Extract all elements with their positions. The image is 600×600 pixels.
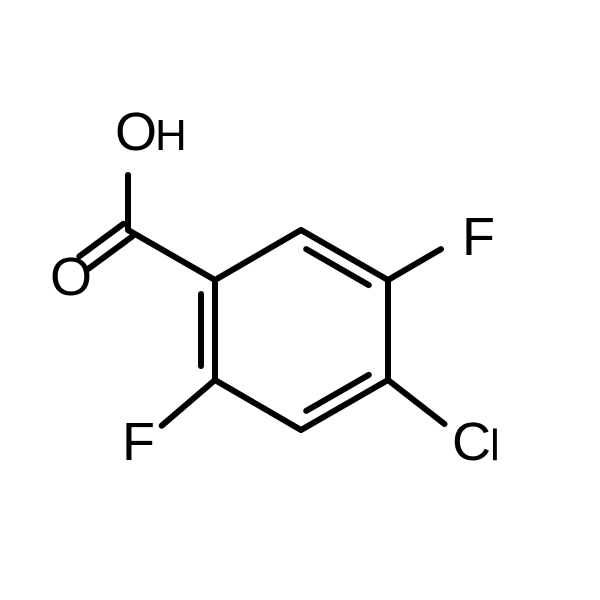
bond xyxy=(306,249,369,285)
atom-label-Cl4b: l xyxy=(490,421,500,470)
bond xyxy=(215,230,301,280)
atom-label-Cl4a: C xyxy=(452,412,491,472)
atom-label-F2: F xyxy=(122,412,155,472)
bond xyxy=(306,375,369,411)
bond xyxy=(128,230,215,280)
bonds xyxy=(79,175,444,430)
atom-label-O2a: O xyxy=(115,102,157,162)
bond xyxy=(388,380,445,424)
atom-label-O2b: H xyxy=(155,111,187,160)
atom-label-F5: F xyxy=(462,207,495,267)
molecule-diagram: OOHFFCl xyxy=(0,0,600,600)
bond xyxy=(162,380,215,426)
bond xyxy=(388,249,441,280)
atom-label-O1: O xyxy=(50,247,92,307)
bond xyxy=(215,380,301,430)
